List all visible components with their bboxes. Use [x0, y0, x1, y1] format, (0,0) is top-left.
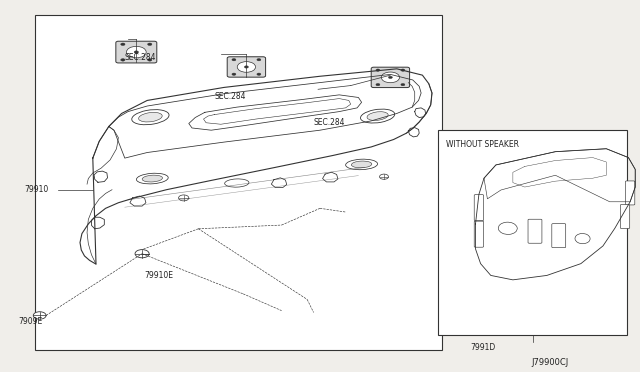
- Text: 79910E: 79910E: [144, 271, 173, 280]
- Circle shape: [401, 69, 405, 71]
- Bar: [438, 130, 627, 335]
- Circle shape: [232, 73, 236, 76]
- Circle shape: [179, 195, 189, 201]
- Circle shape: [237, 62, 255, 72]
- Text: 7991D: 7991D: [470, 343, 496, 352]
- Circle shape: [401, 83, 405, 86]
- Text: J79900CJ: J79900CJ: [532, 358, 569, 367]
- Ellipse shape: [360, 109, 395, 123]
- Text: SEC.284: SEC.284: [125, 53, 156, 62]
- Circle shape: [134, 51, 138, 53]
- Ellipse shape: [346, 159, 378, 170]
- Text: 79910: 79910: [24, 185, 49, 194]
- Ellipse shape: [499, 222, 517, 234]
- Circle shape: [388, 76, 392, 78]
- Circle shape: [380, 174, 388, 179]
- Circle shape: [381, 72, 399, 83]
- FancyBboxPatch shape: [528, 219, 542, 243]
- Circle shape: [148, 43, 152, 45]
- Circle shape: [376, 83, 380, 86]
- Circle shape: [257, 58, 261, 61]
- FancyBboxPatch shape: [552, 224, 566, 248]
- Circle shape: [33, 312, 46, 319]
- Ellipse shape: [367, 112, 388, 121]
- Ellipse shape: [225, 179, 249, 187]
- FancyBboxPatch shape: [371, 67, 410, 87]
- Text: WITHOUT SPEAKER: WITHOUT SPEAKER: [446, 140, 519, 148]
- Ellipse shape: [142, 175, 163, 182]
- Circle shape: [148, 59, 152, 61]
- Text: SEC.284: SEC.284: [314, 118, 345, 127]
- Circle shape: [135, 250, 149, 258]
- Bar: [35, 15, 442, 350]
- Circle shape: [244, 66, 248, 68]
- Ellipse shape: [139, 112, 162, 122]
- Ellipse shape: [575, 234, 590, 244]
- FancyBboxPatch shape: [625, 181, 635, 205]
- Ellipse shape: [132, 110, 169, 125]
- Circle shape: [121, 43, 125, 45]
- FancyBboxPatch shape: [116, 41, 157, 63]
- Circle shape: [257, 73, 261, 76]
- Circle shape: [127, 46, 146, 58]
- Circle shape: [121, 59, 125, 61]
- Ellipse shape: [136, 173, 168, 184]
- FancyBboxPatch shape: [474, 221, 484, 247]
- Text: 7909E: 7909E: [18, 317, 42, 326]
- FancyBboxPatch shape: [620, 205, 630, 228]
- Circle shape: [232, 58, 236, 61]
- Text: SEC.284: SEC.284: [214, 92, 246, 101]
- FancyBboxPatch shape: [474, 195, 484, 221]
- Circle shape: [376, 69, 380, 71]
- FancyBboxPatch shape: [227, 57, 266, 77]
- Ellipse shape: [351, 161, 372, 168]
